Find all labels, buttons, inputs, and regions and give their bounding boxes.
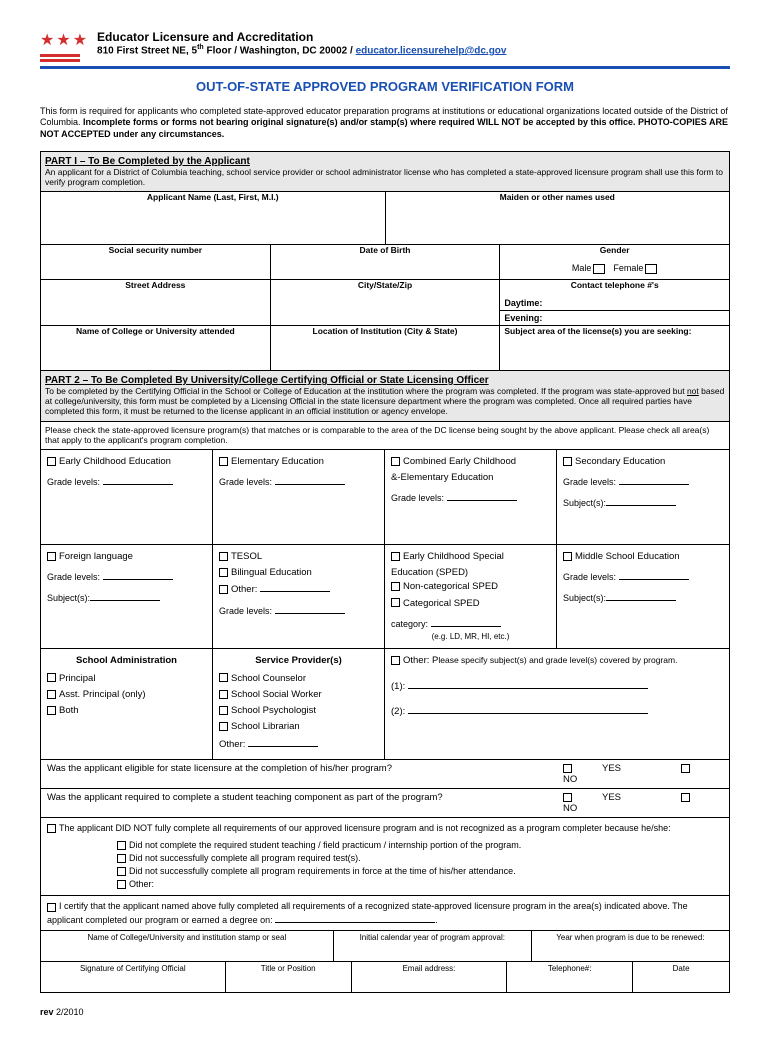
female-option[interactable]: Female: [613, 263, 657, 274]
header: ★★★ Educator Licensure and Accreditation…: [40, 30, 730, 62]
other-program-cell: Other: Please specify subject(s) and gra…: [385, 649, 729, 760]
checkbox[interactable]: [391, 598, 400, 607]
street-label: Street Address: [41, 280, 270, 296]
program-grid: Early Childhood Education Grade levels: …: [41, 450, 729, 760]
checkbox[interactable]: [47, 824, 56, 833]
dc-flag-logo: ★★★: [40, 30, 87, 62]
checkbox[interactable]: [117, 880, 126, 889]
applicant-name-field[interactable]: [41, 208, 385, 244]
department-title: Educator Licensure and Accreditation: [97, 30, 730, 44]
tesol-cell: TESOL Bilingual Education Other: Grade l…: [213, 545, 385, 650]
signature-row-1: Name of College/University and instituti…: [41, 931, 729, 962]
signature-field[interactable]: Signature of Certifying Official: [41, 962, 226, 992]
checkbox[interactable]: [563, 764, 572, 773]
header-divider: [40, 66, 730, 69]
declaration-certify: I certify that the applicant named above…: [41, 896, 729, 930]
dob-field[interactable]: [271, 261, 500, 279]
footer: rev 2/2010: [40, 1007, 730, 1017]
checkbox[interactable]: [47, 903, 56, 912]
elementary-cell: Elementary Education Grade levels:: [213, 450, 385, 545]
part2-header: PART 2 – To Be Completed By University/C…: [41, 371, 729, 422]
checkbox[interactable]: [391, 656, 400, 665]
checkbox[interactable]: [563, 457, 572, 466]
checkbox[interactable]: [681, 793, 690, 802]
star-icon: ★: [40, 30, 54, 50]
sped-cell: Early Childhood Special Education (SPED)…: [385, 545, 557, 650]
checkbox[interactable]: [391, 457, 400, 466]
star-icon: ★: [56, 30, 70, 50]
street-field[interactable]: [41, 296, 270, 324]
flag-bar: [40, 59, 80, 62]
location-label: Location of Institution (City & State): [271, 326, 500, 342]
applicant-name-label: Applicant Name (Last, First, M.I.): [41, 192, 385, 208]
checkbox[interactable]: [219, 722, 228, 731]
gender-label: Gender: [500, 245, 729, 261]
subject-area-field[interactable]: [500, 342, 729, 370]
contact-label: Contact telephone #'s: [500, 280, 729, 296]
male-option[interactable]: Male: [572, 263, 606, 274]
checkbox[interactable]: [219, 706, 228, 715]
location-field[interactable]: [271, 342, 500, 370]
subject-area-label: Subject area of the license(s) you are s…: [500, 326, 729, 342]
combined-cell: Combined Early Childhood &-Elementary Ed…: [385, 450, 557, 545]
checkbox[interactable]: [563, 793, 572, 802]
telephone-field[interactable]: Telephone#:: [507, 962, 633, 992]
secondary-cell: Secondary Education Grade levels: Subjec…: [557, 450, 729, 545]
email-link[interactable]: educator.licensurehelp@dc.gov: [356, 45, 507, 56]
checkbox[interactable]: [219, 568, 228, 577]
daytime-phone[interactable]: Daytime:: [500, 296, 729, 311]
intro-text: This form is required for applicants who…: [40, 106, 730, 141]
checkbox[interactable]: [391, 552, 400, 561]
checkbox[interactable]: [219, 457, 228, 466]
checkbox[interactable]: [681, 764, 690, 773]
service-provider-cell: Service Provider(s) School Counselor Sch…: [213, 649, 385, 760]
checkbox[interactable]: [117, 854, 126, 863]
checkbox[interactable]: [47, 690, 56, 699]
date-field[interactable]: Date: [633, 962, 729, 992]
checkbox[interactable]: [219, 690, 228, 699]
approval-year-field[interactable]: Initial calendar year of program approva…: [334, 931, 532, 961]
form-title: OUT-OF-STATE APPROVED PROGRAM VERIFICATI…: [40, 79, 730, 94]
part2-instructions: Please check the state-approved licensur…: [41, 422, 729, 450]
evening-phone[interactable]: Evening:: [500, 311, 729, 325]
part1-header: PART I – To Be Completed by the Applican…: [41, 152, 729, 192]
early-childhood-cell: Early Childhood Education Grade levels:: [41, 450, 213, 545]
checkbox[interactable]: [219, 673, 228, 682]
flag-bar: [40, 54, 80, 57]
star-icon: ★: [73, 30, 87, 50]
middle-school-cell: Middle School Education Grade levels: Su…: [557, 545, 729, 650]
checkbox[interactable]: [47, 457, 56, 466]
college-label: Name of College or University attended: [41, 326, 270, 342]
checkbox[interactable]: [117, 867, 126, 876]
foreign-lang-cell: Foreign language Grade levels: Subject(s…: [41, 545, 213, 650]
csz-label: City/State/Zip: [271, 280, 500, 296]
question-1: Was the applicant eligible for state lic…: [41, 760, 729, 789]
checkbox[interactable]: [47, 673, 56, 682]
address-line: 810 First Street NE, 5th Floor / Washing…: [97, 44, 730, 56]
renewal-year-field[interactable]: Year when program is due to be renewed:: [532, 931, 729, 961]
declaration-not-complete: The applicant DID NOT fully complete all…: [41, 818, 729, 897]
college-field[interactable]: [41, 342, 270, 370]
csz-field[interactable]: [271, 296, 500, 324]
checkbox[interactable]: [391, 582, 400, 591]
school-admin-cell: School Administration Principal Asst. Pr…: [41, 649, 213, 760]
email-field[interactable]: Email address:: [352, 962, 507, 992]
checkbox[interactable]: [563, 552, 572, 561]
ssn-field[interactable]: [41, 261, 270, 279]
question-2: Was the applicant required to complete a…: [41, 789, 729, 818]
maiden-name-label: Maiden or other names used: [386, 192, 730, 208]
college-stamp-field[interactable]: Name of College/University and instituti…: [41, 931, 334, 961]
ssn-label: Social security number: [41, 245, 270, 261]
checkbox[interactable]: [117, 841, 126, 850]
title-field[interactable]: Title or Position: [226, 962, 352, 992]
checkbox[interactable]: [219, 552, 228, 561]
checkbox[interactable]: [47, 706, 56, 715]
checkbox[interactable]: [219, 585, 228, 594]
signature-row-2: Signature of Certifying Official Title o…: [41, 962, 729, 992]
dob-label: Date of Birth: [271, 245, 500, 261]
checkbox[interactable]: [47, 552, 56, 561]
maiden-name-field[interactable]: [386, 208, 730, 244]
